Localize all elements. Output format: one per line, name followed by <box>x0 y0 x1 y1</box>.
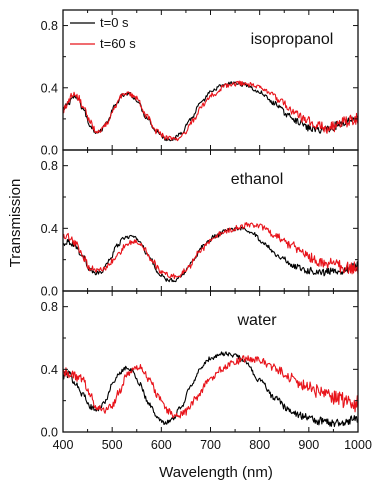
y-tick-label: 0.8 <box>41 19 58 33</box>
series-group <box>63 222 358 283</box>
x-axis-title: Wavelength (nm) <box>159 464 273 481</box>
y-tick-label: 0.0 <box>41 426 58 440</box>
x-tick-label: 600 <box>151 438 172 452</box>
panels-layer: 0.00.40.8isopropanol0.00.40.8ethanol0.00… <box>41 9 372 452</box>
series-line-t0 <box>63 226 358 283</box>
x-tick-label: 400 <box>53 438 74 452</box>
panel-frame <box>62 149 359 292</box>
panel-title-ethanol: ethanol <box>231 171 284 188</box>
series-group <box>63 351 358 428</box>
y-tick-label: 0.4 <box>41 81 58 95</box>
panel-ethanol: 0.0 0.4 0.8 ethanol <box>41 149 359 299</box>
y-tick-label: 0.8 <box>41 159 58 173</box>
series-line-t60 <box>63 80 358 142</box>
series-group <box>63 80 358 142</box>
panel-title-isopropanol: isopropanol <box>251 31 334 48</box>
x-tick-label: 900 <box>298 438 319 452</box>
legend-label-t60: t=60 s <box>100 36 136 51</box>
y-tick-label: 0.8 <box>41 300 58 314</box>
panel-water: 0.0 0.4 0.8 water 400 500 600 700 800 900 1000 <box>41 290 372 452</box>
y-axis-title: Transmission <box>7 179 24 268</box>
x-tick-label: 500 <box>102 438 123 452</box>
y-tick-label: 0.4 <box>41 363 58 377</box>
series-line-t60 <box>63 222 358 280</box>
x-tick-label: 800 <box>249 438 270 452</box>
series-line-t0 <box>63 81 358 142</box>
legend: t=0 s t=60 s <box>70 15 136 51</box>
x-tick-label: 700 <box>200 438 221 452</box>
y-tick-label: 0.4 <box>41 222 58 236</box>
series-line-t60 <box>63 355 358 419</box>
panel-frame <box>62 290 359 433</box>
legend-label-t0: t=0 s <box>100 15 129 30</box>
y-tick-label: 0.0 <box>41 144 58 158</box>
panel-isopropanol: 0.0 0.4 0.8 isopropanol <box>41 9 359 158</box>
y-tick-label: 0.0 <box>41 285 58 299</box>
panel-title-water: water <box>236 312 277 329</box>
series-line-t0 <box>63 351 358 428</box>
x-tick-label: 1000 <box>344 438 372 452</box>
